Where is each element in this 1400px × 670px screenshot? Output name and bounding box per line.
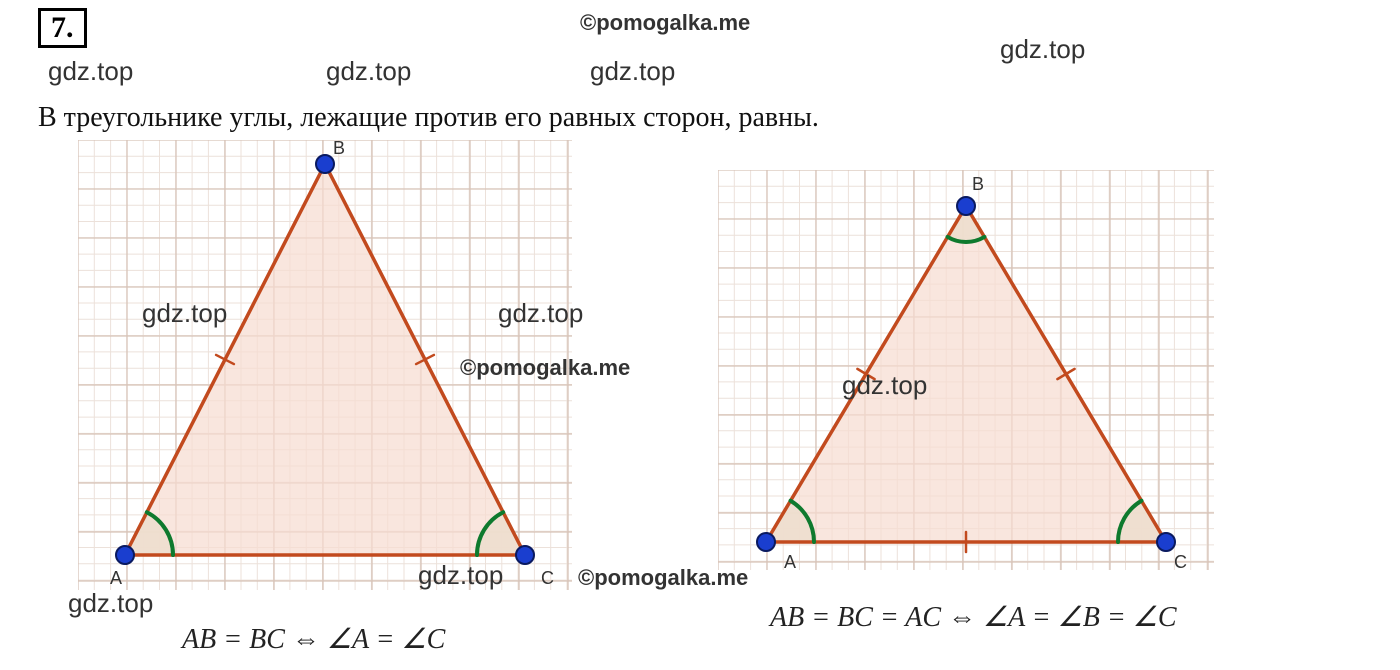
label-A-right: A (784, 552, 796, 573)
triangle-right-svg (718, 170, 1214, 570)
formula-right: AB = BC = AC ⇔ ∠A = ∠B = ∠C (770, 600, 1177, 634)
watermark-pomogalka: ©pomogalka.me (580, 10, 750, 36)
watermark-pomogalka: ©pomogalka.me (578, 565, 748, 591)
watermark-gdz: gdz.top (498, 298, 583, 329)
label-B-right: B (972, 174, 984, 195)
label-C-left: C (541, 568, 554, 589)
figure-right (718, 170, 1214, 570)
label-A-left: A (110, 568, 122, 589)
watermark-pomogalka: ©pomogalka.me (460, 355, 630, 381)
watermark-gdz: gdz.top (68, 588, 153, 619)
label-B-left: B (333, 138, 345, 159)
watermark-gdz: gdz.top (418, 560, 503, 591)
watermark-gdz: gdz.top (142, 298, 227, 329)
watermark-gdz: gdz.top (326, 56, 411, 87)
problem-number: 7. (51, 13, 74, 43)
theorem-text: В треугольнике углы, лежащие против его … (38, 102, 819, 134)
watermark-gdz: gdz.top (48, 56, 133, 87)
label-C-right: C (1174, 552, 1187, 573)
watermark-gdz: gdz.top (1000, 34, 1085, 65)
formula-left: AB = BC ⇔ ∠A = ∠C (182, 622, 445, 656)
watermark-gdz: gdz.top (842, 370, 927, 401)
watermark-gdz: gdz.top (590, 56, 675, 87)
